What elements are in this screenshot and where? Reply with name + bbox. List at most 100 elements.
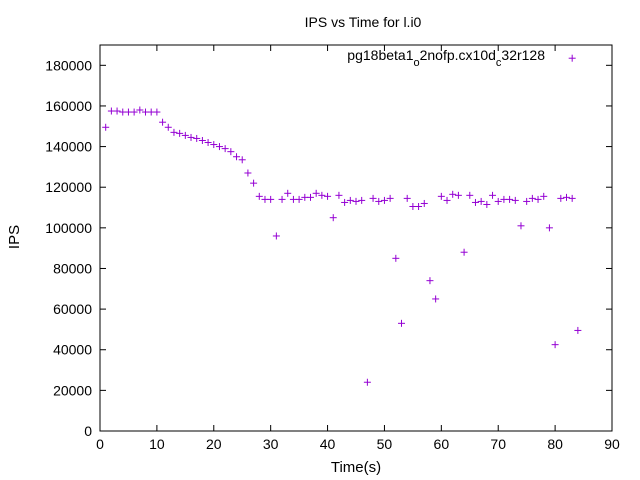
data-point <box>358 196 366 204</box>
data-point <box>437 192 445 200</box>
data-point <box>392 254 400 262</box>
y-axis-ticks: 0 20000 40000 60000 80000 100000 120000 140000 1… <box>45 57 612 439</box>
x-tick-label: 20 <box>206 436 222 452</box>
x-tick-label: 60 <box>434 436 450 452</box>
data-point <box>557 194 565 202</box>
x-axis-ticks: 0 10 20 30 40 50 60 70 80 90 <box>96 45 620 452</box>
data-point <box>164 123 172 131</box>
data-point <box>403 194 411 202</box>
data-point <box>272 232 280 240</box>
data-point <box>551 341 559 349</box>
y-tick-label: 40000 <box>53 342 92 358</box>
x-tick-label: 50 <box>377 436 393 452</box>
data-point <box>346 196 354 204</box>
data-point <box>335 191 343 199</box>
y-tick-label: 0 <box>84 423 92 439</box>
legend-label: pg18beta1o2nofp.cx10dc32r128 <box>347 47 545 69</box>
legend: pg18beta1o2nofp.cx10dc32r128 <box>347 47 545 69</box>
data-point <box>494 197 502 205</box>
data-point <box>460 248 468 256</box>
data-point <box>369 194 377 202</box>
x-tick-label: 0 <box>96 436 104 452</box>
data-point <box>284 189 292 197</box>
data-point <box>324 192 332 200</box>
data-point <box>176 129 184 137</box>
data-point <box>215 143 223 151</box>
data-point <box>432 295 440 303</box>
data-point <box>534 195 542 203</box>
data-point <box>426 277 434 285</box>
data-point <box>113 107 121 115</box>
y-tick-label: 120000 <box>45 179 92 195</box>
x-tick-label: 80 <box>547 436 563 452</box>
data-point <box>130 108 138 116</box>
data-point <box>352 197 360 205</box>
data-point <box>540 192 548 200</box>
data-point <box>545 224 553 232</box>
y-tick-label: 20000 <box>53 382 92 398</box>
data-point <box>153 108 161 116</box>
chart-title: IPS vs Time for l.i0 <box>305 14 422 30</box>
y-tick-label: 160000 <box>45 98 92 114</box>
data-point <box>511 196 519 204</box>
data-point <box>244 169 252 177</box>
data-point <box>295 195 303 203</box>
y-tick-label: 180000 <box>45 57 92 73</box>
data-point <box>238 156 246 164</box>
data-point <box>398 319 406 327</box>
data-point <box>198 136 206 144</box>
data-point <box>250 179 258 187</box>
data-point <box>443 196 451 204</box>
data-point <box>523 197 531 205</box>
data-point <box>210 141 218 149</box>
data-point <box>568 54 576 62</box>
y-tick-label: 140000 <box>45 139 92 155</box>
data-point <box>227 148 235 156</box>
data-point <box>477 197 485 205</box>
data-point <box>159 118 167 126</box>
plot-frame <box>99 44 613 432</box>
data-point <box>528 194 536 202</box>
data-point <box>255 192 263 200</box>
data-point <box>375 197 383 205</box>
data-point <box>329 214 337 222</box>
data-point <box>471 198 479 206</box>
x-tick-label: 10 <box>149 436 165 452</box>
data-point <box>574 326 582 334</box>
data-point <box>306 193 314 201</box>
data-points <box>102 54 582 386</box>
data-point <box>420 199 428 207</box>
data-point <box>466 191 474 199</box>
data-point <box>318 191 326 199</box>
data-point <box>517 222 525 230</box>
data-point <box>136 106 144 114</box>
x-axis-label: Time(s) <box>331 459 381 476</box>
data-point <box>181 131 189 139</box>
data-point <box>380 196 388 204</box>
data-point <box>278 195 286 203</box>
data-point <box>562 193 570 201</box>
data-point <box>568 194 576 202</box>
data-point <box>102 123 110 131</box>
data-point <box>489 191 497 199</box>
y-tick-label: 80000 <box>53 260 92 276</box>
data-point <box>233 153 241 161</box>
x-tick-label: 30 <box>263 436 279 452</box>
x-tick-label: 40 <box>320 436 336 452</box>
y-tick-label: 60000 <box>53 301 92 317</box>
data-point <box>363 378 371 386</box>
data-point <box>386 194 394 202</box>
data-point <box>267 195 275 203</box>
data-point <box>449 190 457 198</box>
x-tick-label: 70 <box>490 436 506 452</box>
data-point <box>204 139 212 147</box>
y-tick-label: 100000 <box>45 220 92 236</box>
data-point <box>193 134 201 142</box>
data-point <box>483 200 491 208</box>
data-point <box>415 203 423 211</box>
data-point <box>187 133 195 141</box>
data-point <box>506 195 514 203</box>
data-point <box>454 191 462 199</box>
